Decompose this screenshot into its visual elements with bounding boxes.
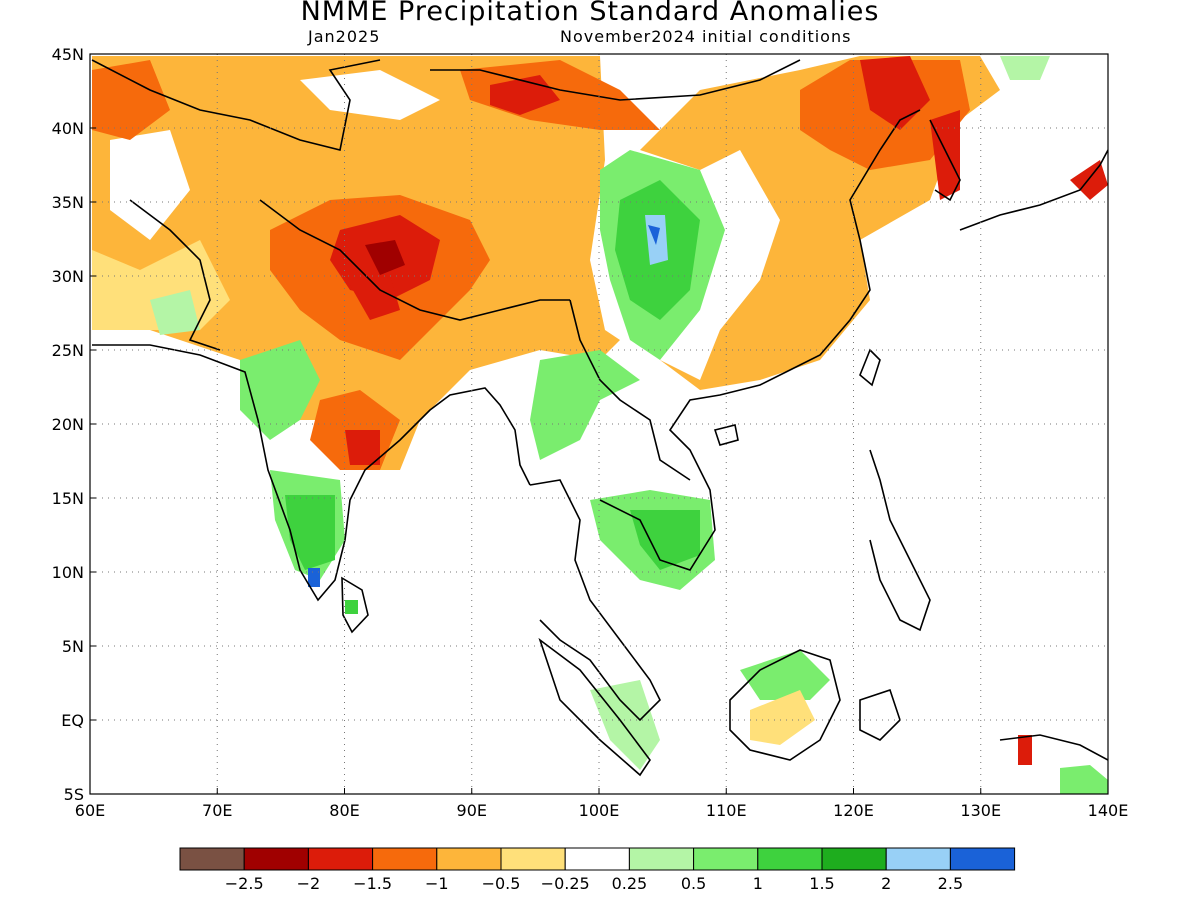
border-mongolia — [430, 59, 801, 101]
anomaly-region-pos1-indochina — [630, 510, 700, 570]
coastline-se-asia — [529, 479, 661, 722]
coastline-srilanka — [341, 576, 369, 634]
border-pakistan — [129, 199, 221, 351]
colorbar-swatch — [885, 847, 951, 871]
forecast-month: Jan2025 — [308, 27, 381, 46]
colorbar-label: 2 — [881, 874, 891, 893]
colorbar-label: −1 — [425, 874, 449, 893]
colorbar-swatch — [500, 847, 566, 871]
border-himalaya — [259, 199, 570, 321]
border-central-asia — [91, 59, 381, 151]
anomaly-region-neg2-tibet — [365, 240, 405, 275]
colorbar-label: −1.5 — [353, 874, 392, 893]
lon-tick-label: 80E — [329, 801, 359, 820]
anomaly-region-pos05-sumatra — [590, 680, 660, 770]
anomaly-region-neg025-a — [92, 240, 230, 330]
anomaly-field — [92, 56, 1108, 794]
lat-tick-label: 25N — [52, 341, 84, 360]
anomaly-region-neg025-borneo — [750, 690, 815, 745]
colorbar: −2.5 −2 −1.5 −1 −0.5 −0.25 0.25 0.5 1 1.5 2 2.5 — [179, 847, 1016, 893]
map-title: NMME Precipitation Standard Anomalies — [300, 0, 880, 27]
anomaly-region-pos05-tibet-north — [150, 290, 200, 335]
lat-tick-label: 5N — [62, 637, 84, 656]
anomaly-region-pos1-s-india — [285, 495, 335, 570]
lon-tick-label: 100E — [579, 801, 620, 820]
colorbar-label: −0.25 — [541, 874, 590, 893]
lon-tick-label: 130E — [960, 801, 1001, 820]
anomaly-region-pos25-kerala — [308, 568, 320, 587]
colorbar-label: −0.5 — [482, 874, 521, 893]
colorbar-swatch — [564, 847, 630, 871]
anomaly-region-neg15-korea — [930, 110, 960, 200]
initial-conditions-label: November2024 initial conditions — [560, 27, 852, 46]
anomaly-region-neg15-india — [345, 430, 380, 465]
colorbar-label: −2 — [297, 874, 321, 893]
colorbar-swatch — [757, 847, 823, 871]
anomaly-region-neutral-a — [110, 130, 190, 240]
colorbar-label: 1 — [753, 874, 763, 893]
anomaly-region-pos1-srilanka — [345, 600, 358, 614]
coastline-hainan — [713, 424, 739, 446]
lon-tick-label: 60E — [75, 801, 105, 820]
anomaly-region-neg1-nw — [92, 60, 170, 140]
anomaly-region-pos25-sichuan — [648, 225, 660, 245]
coastline-newguinea — [999, 734, 1108, 761]
colorbar-swatch — [243, 847, 309, 871]
anomaly-region-neg15-manchuria — [860, 56, 930, 130]
lat-tick-label: 45N — [52, 45, 84, 64]
colorbar-swatch — [821, 847, 887, 871]
anomaly-region-pos05-newguinea — [1060, 765, 1108, 794]
colorbar-label: 0.5 — [681, 874, 706, 893]
colorbar-swatch — [436, 847, 502, 871]
colorbar-label: 0.25 — [612, 874, 648, 893]
map-axes: 60E 70E 80E 90E 100E 110E 120E 130E 140E 45N 40N 35… — [52, 45, 1129, 820]
coastline-taiwan — [859, 348, 881, 387]
lon-tick-label: 140E — [1088, 801, 1129, 820]
anomaly-region-pos05-myanmar — [530, 350, 640, 460]
anomaly-region-neg15-newguinea — [1018, 735, 1032, 765]
colorbar-swatch — [179, 847, 245, 871]
colorbar-swatch — [628, 847, 695, 871]
colorbar-swatch — [372, 847, 438, 871]
colorbar-swatch — [307, 847, 374, 871]
border-indochina — [569, 299, 691, 481]
lat-tick-label: 20N — [52, 415, 84, 434]
lat-tick-label: EQ — [61, 711, 84, 730]
coastline-sulawesi — [859, 688, 901, 741]
lat-tick-label: 15N — [52, 489, 84, 508]
lat-tick-label: 40N — [52, 119, 84, 138]
colorbar-label: 2.5 — [938, 874, 963, 893]
anomaly-region-pos05-india-east — [240, 340, 320, 440]
lon-tick-label: 90E — [457, 801, 487, 820]
anomaly-region-neg15-nepal — [350, 275, 400, 320]
anomaly-region-pos05-borneo — [740, 650, 830, 700]
coastline-borneo — [729, 649, 841, 761]
coastline-korea — [929, 119, 961, 202]
lat-tick-label: 30N — [52, 267, 84, 286]
colorbar-swatch — [949, 847, 1016, 871]
lat-tick-label: 35N — [52, 193, 84, 212]
lon-tick-label: 70E — [202, 801, 232, 820]
lat-tick-label: 5S — [64, 785, 84, 804]
coastline-japan — [959, 149, 1108, 231]
coastline-indochina — [599, 109, 921, 571]
anomaly-region-neutral-b — [300, 70, 440, 120]
coastline-philippines — [869, 449, 931, 632]
colorbar-swatch — [693, 847, 759, 871]
lat-tick-label: 10N — [52, 563, 84, 582]
coastline-sumatra — [538, 637, 651, 777]
lon-tick-label: 120E — [833, 801, 874, 820]
colorbar-label: −2.5 — [225, 874, 264, 893]
anomaly-region-pos05-north — [1000, 56, 1050, 80]
lon-tick-label: 110E — [706, 801, 747, 820]
colorbar-label: 1.5 — [809, 874, 834, 893]
